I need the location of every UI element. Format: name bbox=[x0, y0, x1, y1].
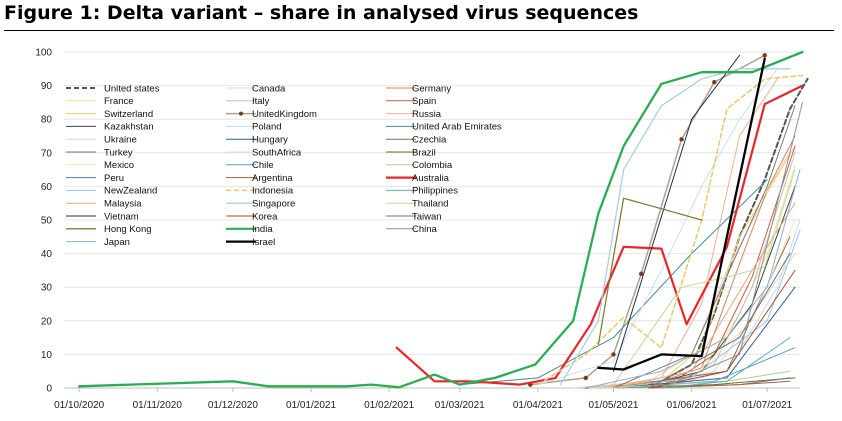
series-lines bbox=[77, 50, 809, 389]
x-tick-label: 01/02/2021 bbox=[364, 400, 414, 411]
series-line-philippines bbox=[660, 337, 791, 389]
figure-title: Figure 1: Delta variant – share in analy… bbox=[4, 2, 639, 24]
legend-label: Spain bbox=[412, 96, 436, 107]
y-tick-label: 40 bbox=[41, 249, 53, 260]
x-tick-label: 01/10/2020 bbox=[54, 400, 104, 411]
x-tick-label: 01/05/2021 bbox=[588, 400, 638, 411]
legend-label: Hong Kong bbox=[104, 224, 152, 235]
legend: United states Canada Germany France Italy Spa… bbox=[66, 83, 502, 248]
y-tick-label: 70 bbox=[41, 148, 53, 159]
x-tick-label: 01/04/2021 bbox=[513, 400, 563, 411]
y-tick-label: 100 bbox=[35, 48, 52, 59]
y-tick-label: 90 bbox=[41, 81, 53, 92]
legend-label: Ukraine bbox=[104, 135, 137, 146]
series-marker bbox=[762, 53, 767, 58]
legend-label: Thailand bbox=[412, 199, 448, 210]
legend-label: Switzerland bbox=[104, 109, 153, 120]
legend-label: United states bbox=[104, 83, 160, 94]
legend-label: Australia bbox=[412, 173, 450, 184]
legend-label: Germany bbox=[412, 83, 451, 94]
series-line-newzealand bbox=[613, 229, 801, 389]
series-marker bbox=[611, 352, 616, 357]
series-line-israel bbox=[597, 57, 766, 371]
legend-label: UnitedKingdom bbox=[252, 109, 317, 120]
legend-label: Canada bbox=[252, 83, 286, 94]
legend-label: France bbox=[104, 96, 134, 107]
legend-label: Korea bbox=[252, 211, 278, 222]
legend-label: Russia bbox=[412, 109, 442, 120]
legend-label: Kazakhstan bbox=[104, 122, 154, 133]
legend-label: Colombia bbox=[412, 160, 453, 171]
series-line-united-arab-emirates bbox=[459, 179, 768, 386]
series-marker bbox=[679, 137, 684, 142]
x-tick-label: 01/01/2021 bbox=[286, 400, 336, 411]
series-line-thailand bbox=[613, 169, 796, 386]
y-tick-label: 60 bbox=[41, 182, 53, 193]
series-line-india bbox=[77, 50, 804, 389]
legend-label: Taiwan bbox=[412, 211, 442, 222]
series-line-argentina bbox=[648, 380, 791, 389]
series-line-hungary bbox=[613, 286, 796, 389]
legend-label: Brazil bbox=[412, 147, 436, 158]
x-axis: 01/10/2020 01/11/2020 01/12/2020 01/01/2021… bbox=[54, 387, 800, 411]
series-marker bbox=[712, 80, 717, 85]
y-tick-label: 30 bbox=[41, 283, 53, 294]
series-line-indonesia bbox=[537, 74, 804, 386]
legend-label: Indonesia bbox=[252, 186, 294, 197]
legend-label: Singapore bbox=[252, 199, 295, 210]
series-line-hong-kong bbox=[597, 197, 703, 345]
legend-label: SouthAfrica bbox=[252, 147, 302, 158]
series-line-malaysia bbox=[613, 202, 796, 389]
x-tick-label: 01/06/2021 bbox=[667, 400, 717, 411]
legend-label: Poland bbox=[252, 122, 282, 133]
series-marker bbox=[583, 375, 588, 381]
series-line-ukraine bbox=[635, 253, 796, 389]
series-line-turkey bbox=[613, 105, 796, 389]
y-tick-label: 20 bbox=[41, 316, 53, 327]
legend-label: Italy bbox=[252, 96, 270, 107]
legend-label: Turkey bbox=[104, 147, 133, 158]
x-tick-label: 01/07/2021 bbox=[742, 400, 792, 411]
series-line-brazil bbox=[613, 377, 796, 389]
y-tick-label: 0 bbox=[46, 384, 52, 395]
series-line-singapore bbox=[559, 68, 791, 386]
series-line-southafrica bbox=[537, 68, 778, 386]
legend-label: Czechia bbox=[412, 135, 447, 146]
title-rule bbox=[4, 30, 834, 31]
series-line-china bbox=[660, 101, 803, 389]
legend-label: NewZealand bbox=[104, 186, 157, 197]
y-tick-label: 80 bbox=[41, 115, 53, 126]
series-line-italy bbox=[585, 152, 796, 389]
legend-label: Philippines bbox=[412, 186, 458, 197]
legend-label: Argentina bbox=[252, 173, 293, 184]
legend-label: Peru bbox=[104, 173, 124, 184]
legend-label: Israel bbox=[252, 237, 275, 248]
y-tick-label: 10 bbox=[41, 350, 53, 361]
legend-label: Chile bbox=[252, 160, 274, 171]
y-axis: 0 10 20 30 40 50 60 70 80 90 100 bbox=[35, 48, 52, 395]
legend-label: Vietnam bbox=[104, 211, 139, 222]
y-tick-label: 50 bbox=[41, 216, 53, 227]
legend-label: Mexico bbox=[104, 160, 134, 171]
series-line-taiwan bbox=[648, 253, 791, 389]
legend-label: Hungary bbox=[252, 135, 288, 146]
legend-label: China bbox=[412, 224, 438, 235]
legend-marker bbox=[239, 111, 243, 116]
x-tick-label: 01/03/2021 bbox=[435, 400, 485, 411]
legend-label: Malaysia bbox=[104, 199, 142, 210]
series-marker bbox=[639, 271, 644, 276]
x-tick-label: 01/11/2020 bbox=[133, 400, 183, 411]
x-tick-label: 01/12/2020 bbox=[208, 400, 258, 411]
legend-label: India bbox=[252, 224, 273, 235]
series-line-vietnam bbox=[613, 54, 740, 372]
legend-label: United Arab Emirates bbox=[412, 122, 502, 133]
legend-label: Japan bbox=[104, 237, 130, 248]
series-line-australia bbox=[395, 84, 804, 386]
series-line-japan bbox=[585, 169, 801, 389]
